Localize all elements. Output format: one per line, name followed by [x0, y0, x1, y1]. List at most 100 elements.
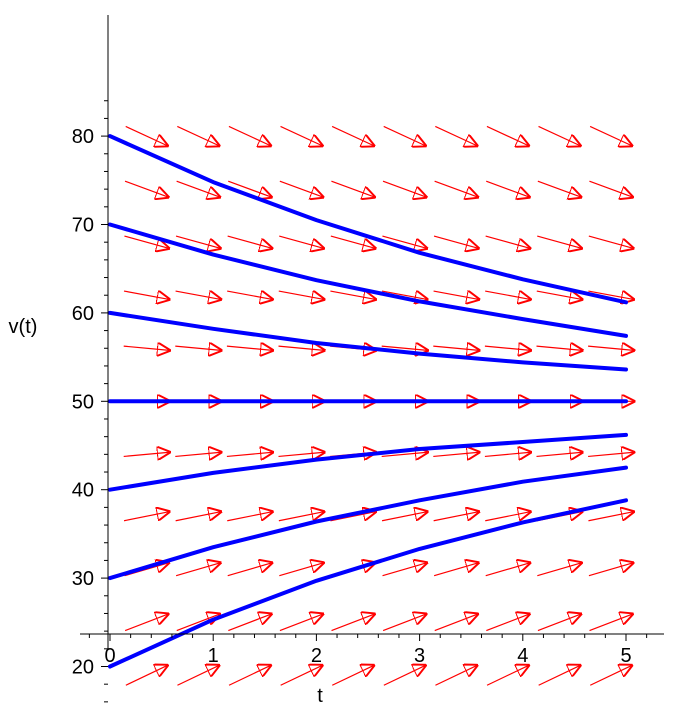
slope-arrow [588, 512, 633, 522]
x-tick-label: 2 [311, 645, 322, 667]
slope-arrow [175, 346, 221, 350]
slope-arrow [382, 614, 426, 632]
solution-curve [108, 310, 628, 372]
slope-arrow [588, 563, 633, 577]
slope-arrow [536, 452, 582, 456]
slope-arrow [175, 291, 221, 299]
slope-arrow [279, 614, 323, 632]
direction-field [123, 125, 634, 686]
slope-arrow [176, 614, 220, 632]
x-axis-ticks: 0 1 2 3 4 5 [88, 634, 648, 667]
x-tick-label: 1 [208, 645, 219, 667]
slope-arrow [175, 235, 220, 248]
slope-arrow [123, 452, 170, 456]
slope-arrow [486, 614, 529, 632]
slope-arrow [382, 180, 426, 197]
y-axis-label: v(t) [9, 316, 38, 338]
solution-curve [108, 222, 628, 338]
slope-arrow [278, 291, 324, 299]
slope-arrow [538, 125, 581, 145]
slope-arrow [485, 512, 530, 522]
x-axis-label: t [317, 685, 323, 707]
slope-arrow [279, 235, 323, 248]
solution-curve [108, 134, 628, 305]
slope-arrow [434, 614, 478, 632]
slope-arrow [538, 665, 581, 686]
x-tick-label: 0 [104, 645, 115, 667]
slope-arrow [589, 180, 632, 197]
slope-arrow [433, 235, 478, 248]
slope-arrow [485, 563, 530, 577]
slope-arrow [537, 235, 581, 248]
x-tick-label: 5 [620, 645, 631, 667]
slope-arrow [382, 563, 427, 577]
slope-arrow [175, 563, 220, 577]
slope-arrow [331, 180, 374, 197]
slope-arrow [227, 235, 272, 248]
slope-arrow [383, 125, 426, 145]
y-axis-ticks: 20 30 40 50 60 70 80 [72, 100, 108, 703]
slope-arrow [176, 180, 220, 197]
slope-arrow [331, 125, 374, 145]
slope-arrow [435, 665, 477, 686]
slope-arrow [331, 614, 375, 632]
slope-arrow [536, 346, 582, 350]
slope-arrow [280, 665, 323, 686]
slope-arrow [226, 346, 273, 350]
slope-arrow [228, 180, 271, 197]
slope-arrow [537, 180, 581, 197]
slope-arrow [124, 235, 168, 248]
slope-arrow [330, 512, 375, 522]
slope-arrow [486, 665, 529, 686]
slope-arrow [589, 665, 632, 686]
y-tick-label: 70 [72, 215, 94, 237]
slope-arrow [434, 180, 478, 197]
x-tick-label: 3 [414, 645, 425, 667]
slope-arrow [383, 665, 426, 686]
slope-arrow [486, 180, 529, 197]
slope-arrow [227, 512, 272, 522]
y-tick-label: 40 [72, 480, 94, 502]
slope-arrow [537, 563, 581, 577]
slope-arrow [227, 563, 272, 577]
slope-arrow [381, 291, 427, 299]
slope-arrow [484, 452, 531, 456]
slope-arrow [330, 235, 375, 248]
y-tick-label: 50 [72, 391, 94, 413]
slope-arrow [228, 125, 271, 145]
slope-arrow [175, 452, 221, 456]
solution-curve [108, 432, 628, 492]
slope-arrow [486, 125, 529, 145]
slope-arrow [278, 512, 324, 522]
solution-curves [108, 134, 628, 669]
slope-arrow [175, 512, 221, 522]
y-tick-label: 30 [72, 568, 94, 590]
y-tick-label: 80 [72, 126, 94, 148]
slope-arrow [588, 235, 633, 248]
slope-arrow [588, 452, 634, 456]
slope-arrow [278, 452, 324, 456]
slope-arrow [433, 563, 478, 577]
slope-arrow [227, 291, 272, 299]
slope-arrow [228, 665, 271, 686]
slope-arrow [435, 125, 477, 145]
x-tick-label: 4 [517, 645, 528, 667]
slope-arrow [433, 452, 479, 456]
slope-arrow [125, 125, 168, 145]
slope-arrow [123, 512, 169, 522]
slope-arrow [381, 452, 428, 456]
slope-arrow [484, 346, 531, 350]
slope-arrow [433, 512, 479, 522]
slope-arrow [226, 452, 273, 456]
axes: 0 1 2 3 4 5 20 30 40 50 60 70 80 [72, 15, 664, 703]
slope-arrow [280, 125, 323, 145]
slope-arrow [536, 291, 582, 299]
slope-arrow [382, 235, 426, 248]
slope-arrow [124, 614, 168, 632]
y-tick-label: 20 [72, 657, 94, 679]
solution-curve [108, 465, 628, 581]
slope-arrow [123, 291, 169, 299]
slope-arrow [228, 614, 271, 632]
y-tick-label: 60 [72, 303, 94, 325]
